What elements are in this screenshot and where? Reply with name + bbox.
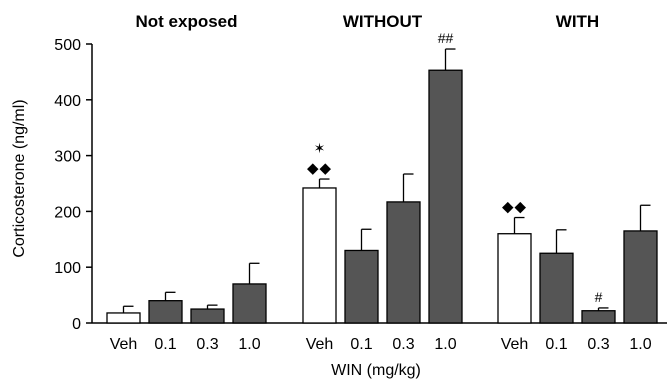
bar [581,310,616,324]
panel-title: WITHOUT [343,12,423,31]
bar [232,283,267,324]
x-tick-label: 1.0 [629,336,651,353]
x-tick-label: 0.3 [196,336,218,353]
significance-mark: ## [438,30,454,46]
significance-mark: ◆◆ [502,199,527,216]
panel-1: WITHOUT Veh ◆◆ ✶ 0.1 0.3 1.0 ## [302,12,463,353]
x-tick-label: 1.0 [434,336,456,353]
bar [428,69,463,324]
panels-group: Not exposed Veh 0.1 0.3 1.0 WITHOUT Veh ◆◆ ✶ 0.1 0… [106,12,658,353]
x-tick-label: 0.1 [154,336,176,353]
y-axis-label: Corticosterone (ng/ml) [11,99,28,257]
axes-group: 0 100 200 300 400 500 [54,37,667,333]
bar [190,308,225,324]
bar [302,187,337,324]
significance-mark: # [595,289,603,305]
bar [497,233,532,324]
x-tick-label: Veh [110,336,138,353]
bar [344,249,379,324]
x-tick-label: 0.3 [587,336,609,353]
y-tick-label: 200 [54,204,81,221]
panel-title: Not exposed [135,12,237,31]
bar [386,201,421,324]
significance-mark: ✶ [314,140,326,156]
y-tick-label: 400 [54,93,81,110]
y-tick-label: 500 [54,37,81,54]
x-axis-label: WIN (mg/kg) [331,362,421,379]
bar [623,230,658,324]
y-tick-label: 100 [54,260,81,277]
y-tick-label: 0 [72,316,81,333]
panel-0: Not exposed Veh 0.1 0.3 1.0 [106,12,267,353]
bar [106,312,141,324]
x-tick-label: 1.0 [238,336,260,353]
panel-2: WITH Veh ◆◆ 0.1 0.3 #1.0 [497,12,658,353]
x-tick-label: 0.3 [392,336,414,353]
x-tick-label: Veh [501,336,529,353]
significance-mark: ◆◆ [307,160,332,177]
x-tick-label: 0.1 [545,336,567,353]
x-tick-label: Veh [306,336,334,353]
bar [148,300,183,324]
panel-title: WITH [556,12,599,31]
bar [539,252,574,324]
y-tick-label: 300 [54,149,81,166]
x-tick-label: 0.1 [350,336,372,353]
